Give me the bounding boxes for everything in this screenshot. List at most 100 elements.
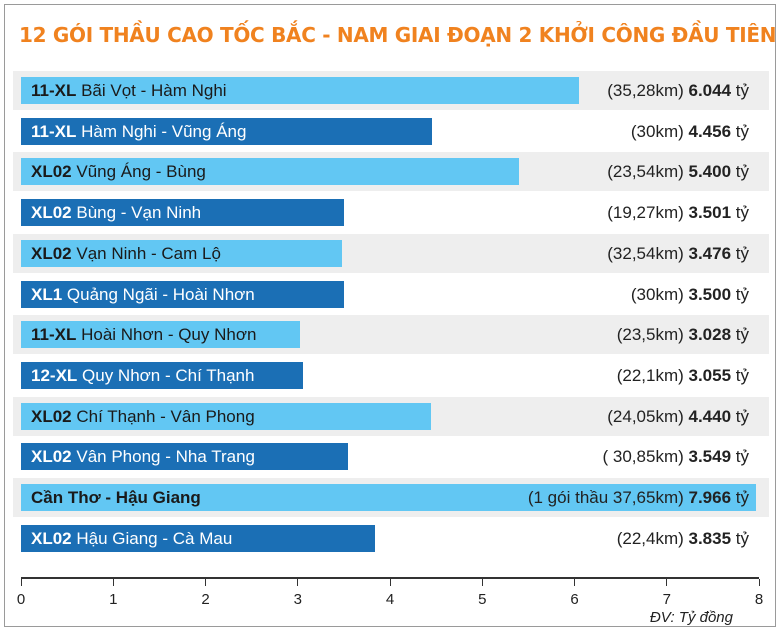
bar-label: 12-XL Quy Nhơn - Chí Thạnh: [31, 362, 254, 389]
value-amount: 3.055: [688, 365, 732, 385]
x-tick-label: 3: [293, 591, 302, 608]
bar-route: Vũng Áng - Bùng: [71, 162, 206, 182]
bar-route: Bùng - Vạn Ninh: [71, 203, 202, 223]
x-tick-label: 4: [385, 591, 395, 608]
value-length: (23,54km): [607, 162, 689, 182]
x-tick-label: 7: [662, 591, 671, 608]
bar-code: Cần Thơ - Hậu Giang: [31, 488, 201, 507]
value-label: (32,54km) 3.476 tỷ: [607, 240, 749, 267]
bar-label: 11-XL Hàm Nghi - Vũng Áng: [31, 118, 246, 145]
value-unit: tỷ: [731, 528, 749, 548]
value-unit: tỷ: [731, 121, 749, 141]
bar-route: Chí Thạnh - Vân Phong: [71, 406, 255, 426]
plot-area: 11-XL Bãi Vọt - Hàm Nghi (35,28km) 6.044 …: [5, 5, 775, 626]
value-label: (22,1km) 3.055 tỷ: [617, 362, 749, 389]
bar-code: XL02: [31, 528, 72, 548]
bar-code: XL02: [31, 447, 72, 467]
x-tick: [205, 579, 206, 586]
bar-label: Cần Thơ - Hậu Giang: [31, 484, 201, 511]
bar-code: XL02: [31, 203, 72, 223]
x-tick-label: 8: [754, 591, 764, 608]
bar-code: 11-XL: [31, 325, 77, 345]
x-tick: [389, 579, 391, 586]
x-tick: [758, 579, 760, 586]
value-amount: 6.044: [688, 81, 732, 100]
bar-code: 11-XL: [31, 81, 77, 100]
value-unit: tỷ: [731, 81, 749, 100]
bar-code: XL02: [31, 162, 72, 182]
bar-route: Quy Nhơn - Chí Thạnh: [77, 365, 255, 385]
bar: [21, 321, 301, 349]
value-unit: tỷ: [731, 365, 749, 385]
bar-label: 11-XL Hoài Nhơn - Quy Nhơn: [31, 321, 256, 348]
value-unit: tỷ: [731, 162, 749, 182]
value-amount: 3.835: [688, 528, 732, 548]
value-amount: 7.966: [688, 488, 732, 507]
bar: [21, 361, 303, 389]
value-amount: 4.456: [688, 121, 732, 141]
bar-code: 11-XL: [31, 121, 77, 141]
value-amount: 3.028: [688, 325, 732, 345]
bar-route: Bãi Vọt - Hàm Nghi: [76, 81, 227, 100]
bar: [21, 484, 756, 511]
bar-route: Hậu Giang - Cà Mau: [71, 528, 233, 548]
value-unit: tỷ: [731, 203, 749, 223]
value-length: (1 gói thầu 37,65km): [527, 488, 689, 507]
bar: [21, 402, 431, 430]
bar-label: 11-XL Bãi Vọt - Hàm Nghi: [31, 77, 227, 104]
value-unit: tỷ: [731, 284, 749, 304]
bar-code: XL02: [31, 406, 72, 426]
bar: [21, 199, 344, 227]
value-length: (32,54km): [607, 243, 689, 263]
bar: [21, 280, 344, 308]
value-label: (24,05km) 4.440 tỷ: [607, 403, 749, 430]
value-length: (24,05km): [607, 406, 689, 426]
value-amount: 3.500: [688, 284, 732, 304]
value-unit: tỷ: [731, 243, 749, 263]
x-tick: [481, 579, 483, 586]
value-label: (30km) 4.456 tỷ: [631, 118, 749, 145]
bar-label: XL02 Vũng Áng - Bùng: [31, 158, 206, 185]
x-axis-line: [21, 577, 759, 579]
value-amount: 4.440: [688, 406, 732, 426]
value-length: (19,27km): [607, 203, 689, 223]
bar-route: Vân Phong - Nha Trang: [71, 447, 255, 467]
value-length: (23,5km): [616, 325, 689, 345]
bar-code: XL1: [31, 284, 63, 304]
bar-label: XL02 Bùng - Vạn Ninh: [31, 199, 201, 226]
bar: [21, 443, 349, 471]
bar-label: XL02 Vạn Ninh - Cam Lộ: [31, 240, 221, 267]
value-label: (19,27km) 3.501 tỷ: [607, 199, 749, 226]
bar-code: XL02: [31, 243, 72, 263]
value-length: (22,1km): [616, 365, 689, 385]
x-tick-label: 5: [478, 591, 487, 608]
x-tick: [574, 579, 575, 586]
bar: [21, 158, 520, 186]
value-length: (35,28km): [607, 81, 689, 100]
value-length: (22,4km): [616, 528, 689, 548]
bar-route: Hoài Nhơn - Quy Nhơn: [76, 325, 257, 345]
bar: [21, 239, 342, 267]
bar-label: XL02 Hậu Giang - Cà Mau: [31, 525, 232, 552]
value-amount: 3.476: [688, 243, 732, 263]
value-unit: tỷ: [731, 488, 749, 507]
x-tick-label: 6: [570, 591, 579, 608]
bar-route: Quảng Ngãi - Hoài Nhơn: [62, 284, 255, 304]
value-amount: 3.549: [688, 447, 732, 467]
value-label: (23,54km) 5.400 tỷ: [607, 158, 749, 185]
bar: [21, 117, 433, 145]
value-label: ( 30,85km) 3.549 tỷ: [603, 443, 749, 470]
bar-route: Hàm Nghi - Vũng Áng: [76, 121, 247, 141]
bar-label: XL1 Quảng Ngãi - Hoài Nhơn: [31, 281, 255, 308]
x-tick: [666, 579, 668, 586]
x-tick: [20, 579, 22, 586]
x-tick-label: 2: [201, 591, 210, 608]
value-label: (1 gói thầu 37,65km) 7.966 tỷ: [528, 484, 749, 511]
value-unit: tỷ: [731, 406, 749, 426]
bar-label: XL02 Vân Phong - Nha Trang: [31, 443, 255, 470]
value-label: (23,5km) 3.028 tỷ: [617, 321, 749, 348]
value-amount: 5.400: [688, 162, 732, 182]
value-amount: 3.501: [688, 203, 732, 223]
x-tick-label: 1: [109, 591, 118, 608]
bar: [21, 524, 375, 552]
